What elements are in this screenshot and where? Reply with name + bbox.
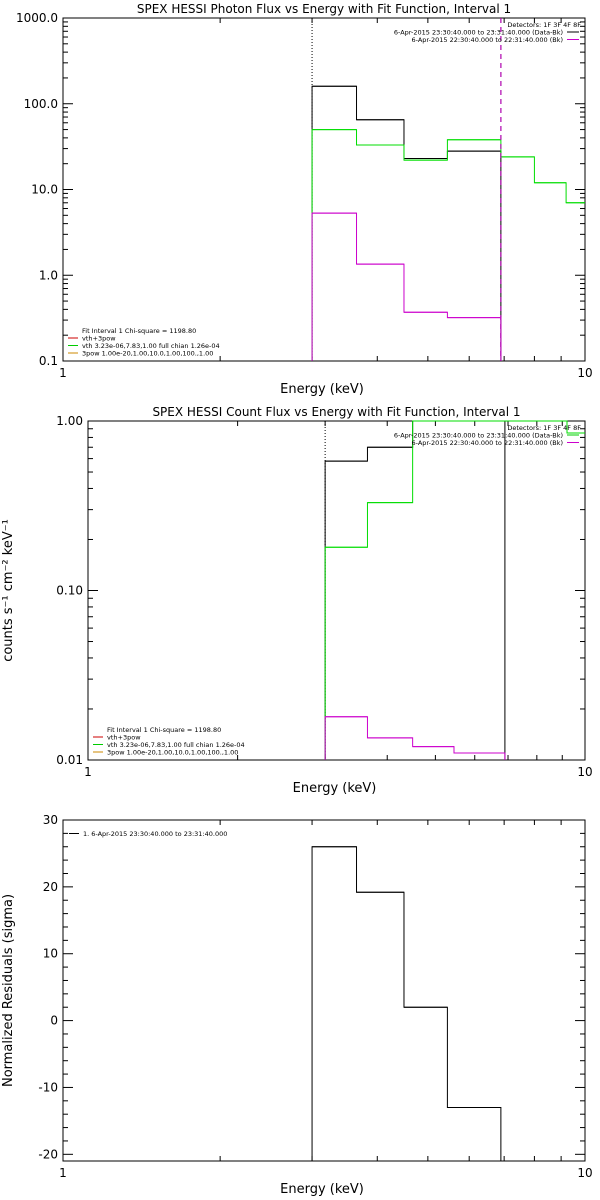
- series-1-line: [324, 420, 506, 760]
- series-2-line: [324, 420, 585, 760]
- legend-bottom-left-text: vth+3pow: [82, 335, 116, 343]
- y-tick-label: 1.00: [56, 414, 83, 428]
- plot-frame: [62, 819, 586, 1162]
- x-tick-label: 10: [577, 366, 592, 380]
- y-tick-label: 0: [50, 1014, 58, 1028]
- y-tick-label: 10.0: [31, 183, 58, 197]
- y-tick-label: 10: [43, 947, 58, 961]
- legend-top-right-text: Detectors: 1F 3F 4F 8F: [507, 21, 581, 29]
- y-tick-label: -10: [38, 1080, 58, 1094]
- x-tick-label: 1: [59, 366, 67, 380]
- legend-top-right-text: 6-Apr-2015 23:30:40.000 to 23:31:40.000 …: [394, 29, 563, 37]
- plot-frame: [87, 420, 586, 761]
- plot-frame: [62, 17, 586, 362]
- chart-panel-3: 1 10 Energy (keV) -20 -10 0 10 20 30 Normalized R…: [1, 813, 593, 1197]
- y-axis-label: counts s⁻¹ cm⁻² keV⁻¹: [1, 519, 16, 662]
- legend-bottom-left-text: 3pow 1.00e-20,1.00,10.0,1.00,100.,1.00: [107, 749, 238, 757]
- legend-bottom-left-text: Fit Interval 1 Chi-square = 1198.80: [107, 726, 221, 734]
- y-tick-label: 30: [43, 813, 58, 827]
- x-tick-label: 10: [577, 1166, 592, 1180]
- x-tick-label: 10: [577, 765, 592, 779]
- x-axis-label: Energy (keV): [293, 781, 377, 796]
- series-3-line: [324, 716, 506, 760]
- chart-title: SPEX HESSI Photon Flux vs Energy with Fi…: [137, 2, 511, 16]
- legend-bottom-left-text: 3pow 1.00e-20,1.00,10.0,1.00,100.,1.00: [82, 350, 213, 358]
- y-tick-label: 0.01: [56, 753, 83, 767]
- legend-top-right-text: Detectors: 1F 3F 4F 8F: [507, 424, 581, 432]
- series-3-line: [311, 212, 502, 361]
- y-tick-label: 20: [43, 880, 58, 894]
- legend-top-right-text: 6-Apr-2015 22:30:40.000 to 22:31:40.000 …: [412, 36, 563, 44]
- x-axis-label: Energy (keV): [280, 382, 364, 397]
- series-1-line: [311, 846, 502, 1161]
- chart-panel-1: SPEX HESSI Photon Flux vs Energy with Fi…: [16, 2, 593, 397]
- y-axis-label: Normalized Residuals (sigma): [1, 894, 16, 1087]
- series-2-line: [311, 129, 585, 361]
- legend-top-right-text: 6-Apr-2015 23:30:40.000 to 23:31:40.000 …: [394, 432, 563, 440]
- y-tick-label: 100.0: [24, 97, 58, 111]
- legend-top-right-text: 6-Apr-2015 22:30:40.000 to 22:31:40.000 …: [412, 439, 563, 447]
- chart-panel-2: SPEX HESSI Count Flux vs Energy with Fit…: [1, 405, 593, 796]
- y-tick-label: 0.1: [39, 354, 58, 368]
- y-tick-label: -20: [38, 1147, 58, 1161]
- legend-bottom-left-text: Fit Interval 1 Chi-square = 1198.80: [82, 327, 196, 335]
- legend-bottom-left-text: vth 3.23e-06,7.83,1.00 full chian 1.26e-…: [107, 741, 245, 749]
- legend-top-left-text: 1. 6-Apr-2015 23:30:40.000 to 23:31:40.0…: [83, 830, 227, 838]
- legend-bottom-left-text: vth 3.23e-06,7.83,1.00 full chian 1.26e-…: [82, 342, 220, 350]
- y-tick-label: 0.10: [56, 584, 83, 598]
- y-tick-label: 1000.0: [16, 11, 58, 25]
- y-tick-label: 1.0: [39, 268, 58, 282]
- series-1-line: [311, 85, 502, 361]
- x-tick-label: 1: [59, 1166, 67, 1180]
- x-tick-label: 1: [84, 765, 92, 779]
- legend-bottom-left-text: vth+3pow: [107, 734, 141, 742]
- chart-title: SPEX HESSI Count Flux vs Energy with Fit…: [152, 405, 520, 419]
- x-axis-label: Energy (keV): [280, 1182, 364, 1197]
